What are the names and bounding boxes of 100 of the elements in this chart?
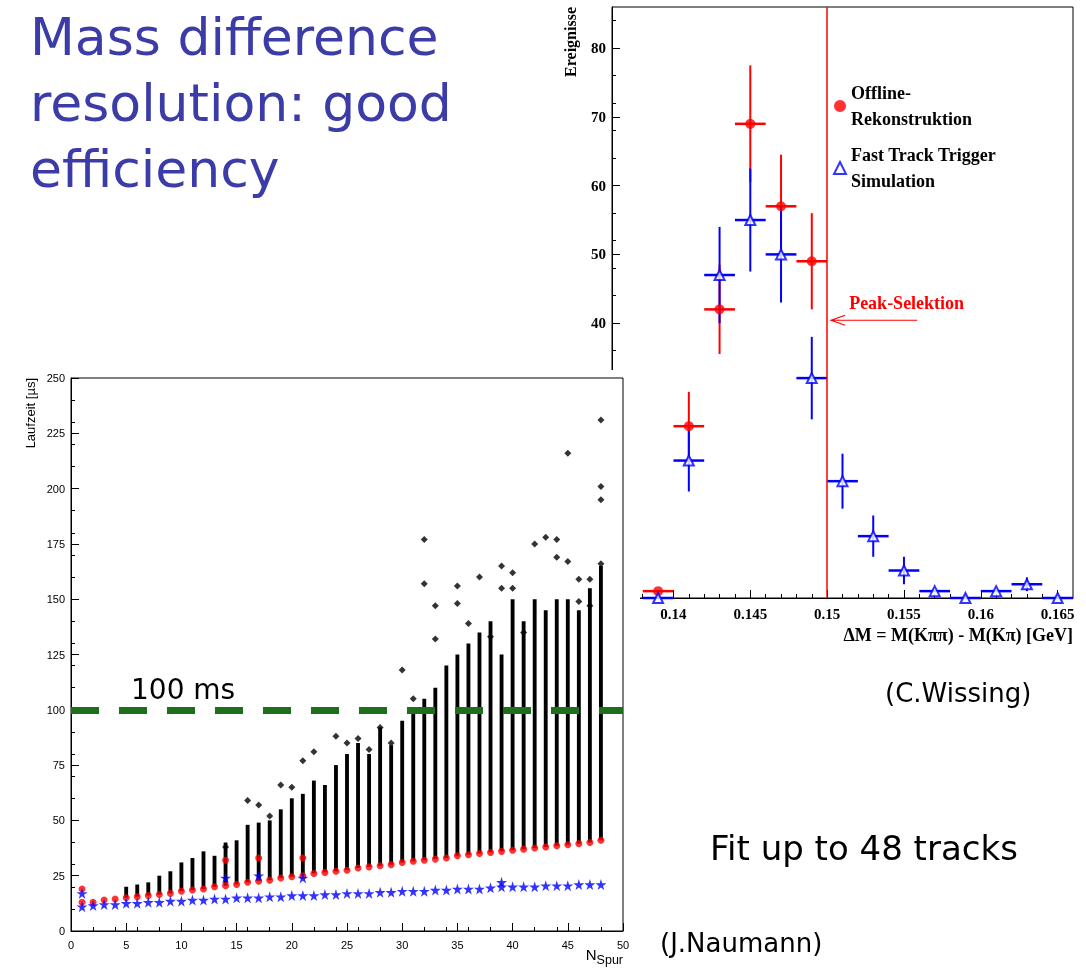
point: [131, 897, 143, 909]
point: [277, 874, 285, 882]
point: [142, 896, 154, 908]
x-tick-label: 15: [230, 938, 243, 951]
point: [387, 739, 395, 747]
point: [431, 635, 439, 643]
point: [464, 851, 472, 859]
point: [1020, 578, 1033, 591]
x-tick-label: 0.16: [967, 605, 995, 622]
point: [275, 891, 287, 903]
bar: [278, 809, 283, 878]
point: [683, 421, 694, 432]
point: [233, 881, 241, 889]
ref-line-label: Peak-Selektion: [849, 293, 965, 314]
point: [164, 895, 176, 907]
point: [297, 872, 309, 884]
x-tick-label: 35: [451, 938, 464, 951]
point: [805, 372, 818, 385]
point: [177, 887, 185, 895]
point: [253, 870, 265, 882]
point: [597, 416, 605, 424]
point: [365, 863, 373, 871]
y-axis-title: Laufzeit [µs]: [23, 378, 38, 449]
point: [586, 575, 594, 583]
point: [573, 879, 585, 891]
legend-label: Fast Track Trigger Simulation: [851, 145, 1000, 191]
x-tick-label: 0.14: [660, 605, 688, 622]
x-tick-label: 0: [67, 938, 75, 951]
point: [255, 801, 263, 809]
point: [564, 841, 572, 849]
point: [597, 482, 605, 490]
point: [498, 584, 506, 592]
point: [396, 885, 408, 897]
point: [264, 891, 276, 903]
y-tick-label: 225: [46, 427, 65, 440]
x-axis-title: ΔM = M(Kππ) - M(Kπ) [GeV]: [843, 625, 1073, 646]
point: [836, 475, 849, 488]
point: [297, 890, 309, 902]
point: [462, 883, 474, 895]
point: [332, 867, 340, 875]
y-tick-label: 250: [46, 372, 65, 384]
bar: [543, 610, 548, 847]
point: [713, 269, 726, 282]
point: [776, 201, 787, 212]
point: [451, 883, 463, 895]
y-tick-label: 175: [46, 537, 65, 550]
point: [531, 844, 539, 852]
point: [745, 118, 756, 129]
point: [354, 735, 362, 743]
point: [222, 882, 230, 890]
point: [420, 856, 428, 864]
y-tick-label: 80: [591, 40, 606, 57]
point: [398, 858, 406, 866]
point: [365, 746, 373, 754]
y-axis-title: Ereignisse: [561, 7, 580, 77]
point: [155, 891, 163, 898]
point: [597, 836, 605, 844]
y-tick-label: 125: [46, 648, 65, 661]
point: [584, 879, 596, 891]
point: [498, 847, 506, 855]
point: [199, 885, 207, 893]
bar: [289, 798, 294, 877]
point: [153, 896, 165, 908]
x-tick-label: 0.145: [733, 605, 768, 622]
point: [509, 569, 517, 577]
point: [575, 840, 583, 848]
bar: [554, 599, 559, 846]
x-tick-label: 5: [123, 938, 130, 951]
point: [231, 892, 243, 904]
point: [376, 862, 384, 870]
point: [407, 885, 419, 897]
point: [341, 887, 353, 899]
x-tick-label: 0.155: [887, 605, 921, 622]
point: [319, 889, 331, 900]
point: [330, 889, 342, 900]
point: [540, 880, 552, 892]
point: [475, 573, 483, 581]
x-tick-label: 10: [175, 938, 188, 951]
point: [440, 884, 452, 896]
bar: [455, 654, 460, 856]
x-tick-label: 0.15: [814, 605, 841, 622]
point: [244, 796, 252, 804]
point: [87, 900, 99, 912]
point: [288, 873, 296, 881]
point: [487, 848, 495, 856]
point: [220, 872, 232, 884]
point: [431, 602, 439, 610]
point: [308, 890, 320, 902]
point: [288, 783, 296, 791]
point: [498, 562, 506, 570]
point: [277, 781, 285, 789]
point: [431, 855, 439, 863]
point: [464, 620, 472, 628]
point: [387, 861, 395, 869]
point: [928, 585, 941, 598]
point: [398, 666, 406, 674]
y-tick-label: 60: [591, 177, 606, 194]
point: [211, 883, 219, 891]
point: [255, 854, 263, 862]
text: (J.Naumann): [660, 928, 823, 958]
